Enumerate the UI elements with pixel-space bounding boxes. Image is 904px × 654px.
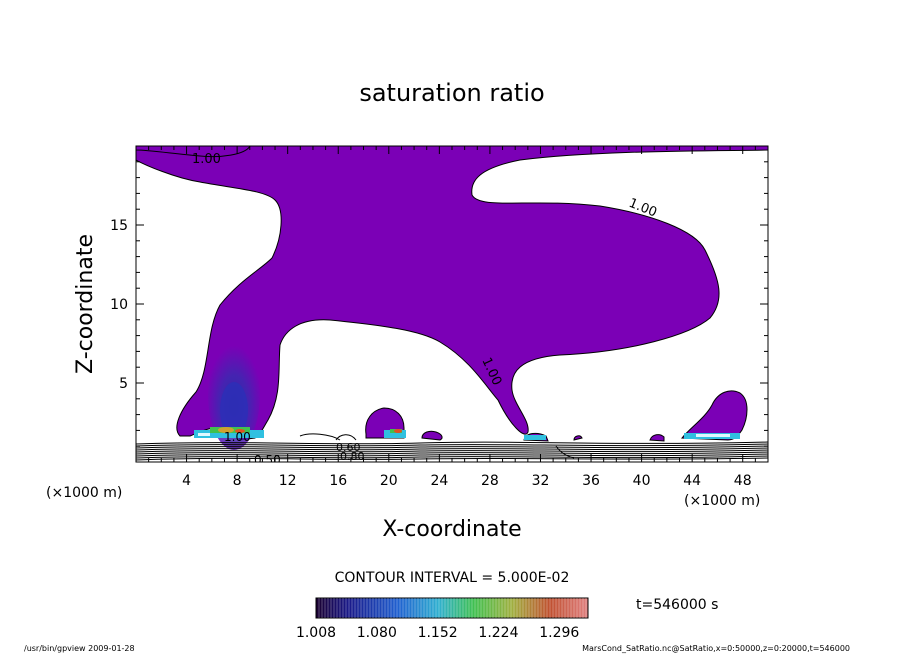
footer-left: /usr/bin/gpview 2009-01-28 bbox=[24, 644, 135, 653]
contour-label: 0.60 bbox=[336, 441, 361, 454]
colorbar-tick-label: 1.008 bbox=[296, 625, 336, 641]
x-axis-ticks: 4 8 12 16 20 24 28 32 36 40 44 48 bbox=[148, 146, 756, 489]
contour-label: 0.80 bbox=[340, 450, 365, 463]
colorbar-tick-label: 1.296 bbox=[539, 625, 579, 641]
colorbar-tick-label: 1.152 bbox=[418, 625, 458, 641]
core-inner bbox=[220, 382, 248, 438]
plot-area: 1.00 1.00 1.00 1.00 0.50 0.60 0.80 bbox=[136, 146, 768, 467]
x-tick-label: 20 bbox=[380, 473, 398, 489]
chart-title: saturation ratio bbox=[359, 79, 544, 107]
x-unit-label-right: (×1000 m) bbox=[684, 493, 760, 509]
x-tick-label: 44 bbox=[683, 473, 701, 489]
colorbar-stripes bbox=[318, 598, 587, 618]
contour-label: 1.00 bbox=[192, 152, 221, 167]
contour-label: 0.50 bbox=[254, 453, 281, 467]
y-axis-label: Z-coordinate bbox=[73, 234, 98, 374]
colorbar bbox=[315, 597, 589, 619]
saturated-spot bbox=[421, 430, 443, 441]
x-tick-label: 24 bbox=[430, 473, 448, 489]
saturated-spot bbox=[649, 434, 665, 442]
x-tick-label: 48 bbox=[734, 473, 752, 489]
contour-interval: CONTOUR INTERVAL = 5.000E-02 bbox=[335, 570, 570, 586]
y-tick-label: 10 bbox=[110, 297, 128, 313]
y-tick-label: 15 bbox=[110, 218, 128, 234]
saturated-region bbox=[136, 146, 768, 441]
contour-label: 1.00 bbox=[224, 430, 251, 444]
colorbar-ticks: 1.008 1.080 1.152 1.224 1.296 bbox=[296, 625, 579, 641]
surface-features bbox=[194, 427, 740, 440]
colorbar-tick-label: 1.224 bbox=[478, 625, 518, 641]
x-tick-label: 28 bbox=[481, 473, 499, 489]
surface-contours bbox=[136, 433, 768, 461]
colorbar-tick-label: 1.080 bbox=[357, 625, 397, 641]
saturated-top-left bbox=[136, 146, 251, 158]
footer-right: MarsCond_SatRatio.nc@SatRatio,x=0:50000,… bbox=[582, 644, 850, 653]
x-tick-label: 12 bbox=[279, 473, 297, 489]
x-tick-label: 16 bbox=[329, 473, 347, 489]
x-tick-label: 40 bbox=[633, 473, 651, 489]
time-label: t=546000 s bbox=[636, 597, 718, 613]
y-tick-label: 5 bbox=[119, 376, 128, 392]
saturated-plume-right bbox=[680, 390, 748, 441]
x-tick-label: 4 bbox=[182, 473, 191, 489]
y-axis-ticks: 5 10 15 bbox=[110, 161, 768, 447]
saturated-spot bbox=[573, 435, 583, 441]
x-unit-label-left: (×1000 m) bbox=[46, 485, 122, 501]
x-tick-label: 32 bbox=[532, 473, 550, 489]
x-tick-label: 36 bbox=[582, 473, 600, 489]
x-axis-label: X-coordinate bbox=[382, 517, 521, 542]
x-tick-label: 8 bbox=[233, 473, 242, 489]
